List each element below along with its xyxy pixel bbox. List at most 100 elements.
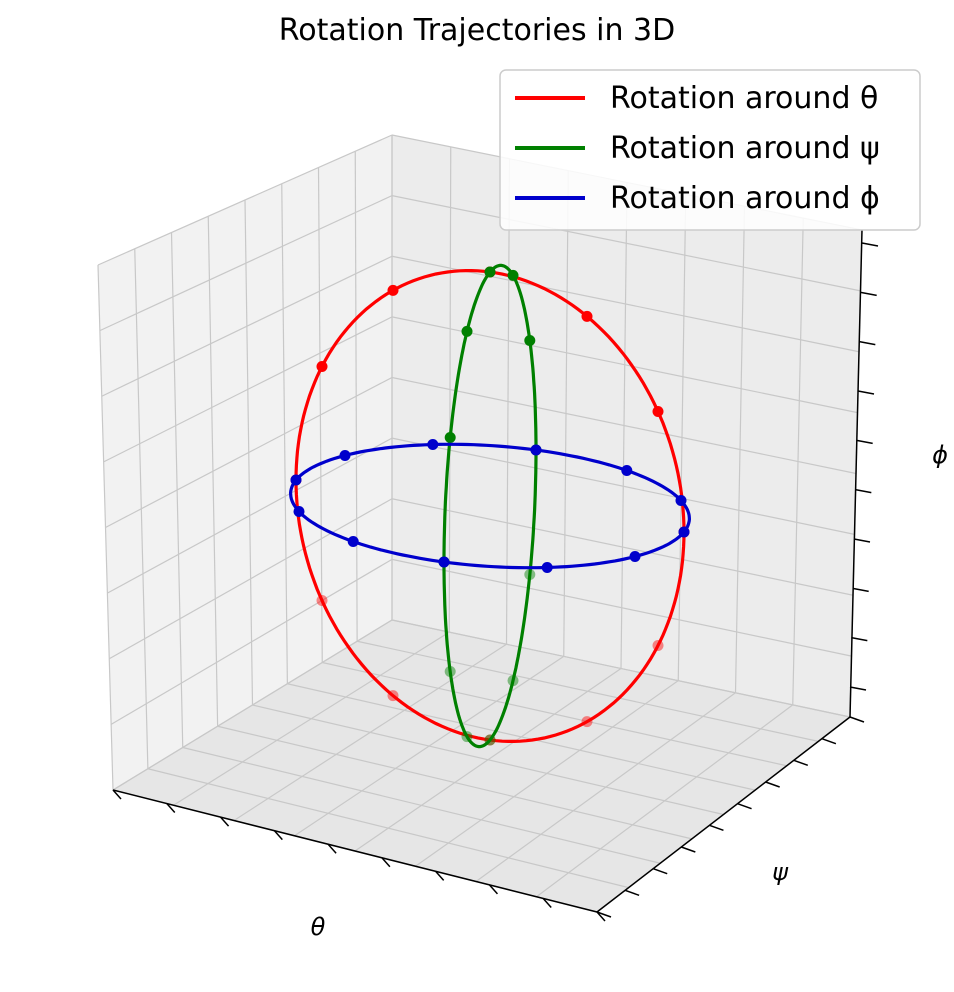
y-axis-tick xyxy=(681,846,696,853)
x-axis-tick xyxy=(273,830,283,841)
y-axis-label: ψ xyxy=(772,858,789,886)
grid-line xyxy=(792,218,804,705)
left-pane xyxy=(98,135,392,790)
series-group xyxy=(288,263,692,749)
y-axis-tick xyxy=(652,867,668,875)
series-3-point xyxy=(293,506,305,517)
grid-line xyxy=(317,167,323,663)
series-2-point xyxy=(507,269,519,281)
y-axis-tick xyxy=(849,716,865,723)
chart-title: Rotation Trajectories in 3D xyxy=(279,13,675,48)
series-1-point xyxy=(581,310,593,322)
series-1-point xyxy=(581,716,593,728)
z-axis-tick xyxy=(853,538,871,543)
series-3 xyxy=(288,439,692,573)
z-axis-tick xyxy=(851,636,868,642)
grid-lines xyxy=(97,134,863,913)
series-1-point xyxy=(316,595,328,606)
z-axis-tick xyxy=(852,587,869,593)
grid-line xyxy=(110,558,393,725)
grid-line xyxy=(391,437,855,535)
grid-line xyxy=(112,619,393,791)
series-3-point xyxy=(541,562,553,573)
legend-label-3: Rotation around ϕ xyxy=(610,181,880,216)
z-axis-tick xyxy=(856,439,873,445)
series-1-point xyxy=(387,690,399,702)
y-axis-tick xyxy=(821,737,837,745)
grid-line xyxy=(287,683,756,791)
x-axis-tick xyxy=(327,843,337,854)
floor-pane xyxy=(113,620,850,912)
x-axis-line xyxy=(112,789,598,913)
x-axis-tick xyxy=(219,816,230,827)
grid-line xyxy=(415,680,679,867)
grid-line xyxy=(105,376,393,529)
y-axis-tick xyxy=(624,889,640,897)
z-axis-tick xyxy=(860,291,877,297)
grid-line xyxy=(475,692,736,882)
grid-line xyxy=(391,376,857,475)
y-axis-line xyxy=(596,716,851,913)
series-3-point xyxy=(629,551,641,562)
z-axis-tick xyxy=(857,390,875,395)
y-axis-tick xyxy=(765,781,780,788)
z-axis-tick xyxy=(855,488,872,494)
legend-label-1: Rotation around θ xyxy=(610,81,878,116)
series-3-point xyxy=(290,474,302,486)
grid-line xyxy=(107,437,393,594)
y-axis-tick xyxy=(596,911,612,918)
x-axis-tick xyxy=(435,870,445,881)
z-axis-tick xyxy=(849,686,867,691)
series-2-point xyxy=(524,335,536,346)
series-1-point xyxy=(316,361,328,372)
grid-line xyxy=(391,498,854,596)
series-1-point xyxy=(387,284,399,296)
x-axis-tick xyxy=(542,897,552,908)
grid-line xyxy=(391,619,851,718)
y-axis-tick xyxy=(737,802,752,810)
series-2-point xyxy=(524,569,536,580)
series-3-point xyxy=(678,526,690,538)
y-axis-tick xyxy=(793,759,809,767)
series-3-point xyxy=(530,444,542,456)
x-axis-tick xyxy=(112,789,122,800)
x-axis-tick xyxy=(166,803,176,814)
x-axis-tick xyxy=(488,884,499,895)
grid-line xyxy=(354,151,358,642)
z-axis-tick xyxy=(861,242,879,247)
series-3-point xyxy=(347,536,359,547)
x-axis-label: θ xyxy=(311,913,326,941)
grid-line xyxy=(391,558,852,657)
series-2-point xyxy=(461,731,473,743)
x-axis-tick xyxy=(596,911,606,922)
series-2-point xyxy=(484,266,496,278)
legend-frame xyxy=(499,69,921,231)
grid-line xyxy=(536,704,794,898)
axis-ticks xyxy=(112,229,879,922)
series-1-point xyxy=(652,406,664,417)
series-3-point xyxy=(427,439,439,450)
legend-label-2: Rotation around ψ xyxy=(610,131,880,166)
legend: Rotation around θ Rotation around ψ Rota… xyxy=(499,69,921,231)
z-axis-tick xyxy=(859,340,876,346)
series-2-point xyxy=(444,432,456,443)
x-axis-tick xyxy=(381,857,391,868)
series-3-point xyxy=(438,556,450,568)
z-axis-label: ϕ xyxy=(932,441,948,469)
series-3-point xyxy=(675,495,687,506)
y-axis-tick xyxy=(709,824,724,832)
grid-line xyxy=(354,668,622,852)
z-axis-line xyxy=(849,229,863,718)
series-1-point xyxy=(652,640,664,651)
series-2-point xyxy=(484,734,496,746)
grid-line xyxy=(322,661,787,767)
grid-line xyxy=(108,498,393,660)
series-2-point xyxy=(461,325,473,337)
series-3-point xyxy=(621,465,633,476)
grid-line xyxy=(677,194,687,681)
grid-line xyxy=(734,206,746,693)
series-3-point xyxy=(339,450,351,461)
series-2-point xyxy=(507,675,519,687)
grid-line xyxy=(281,183,288,684)
